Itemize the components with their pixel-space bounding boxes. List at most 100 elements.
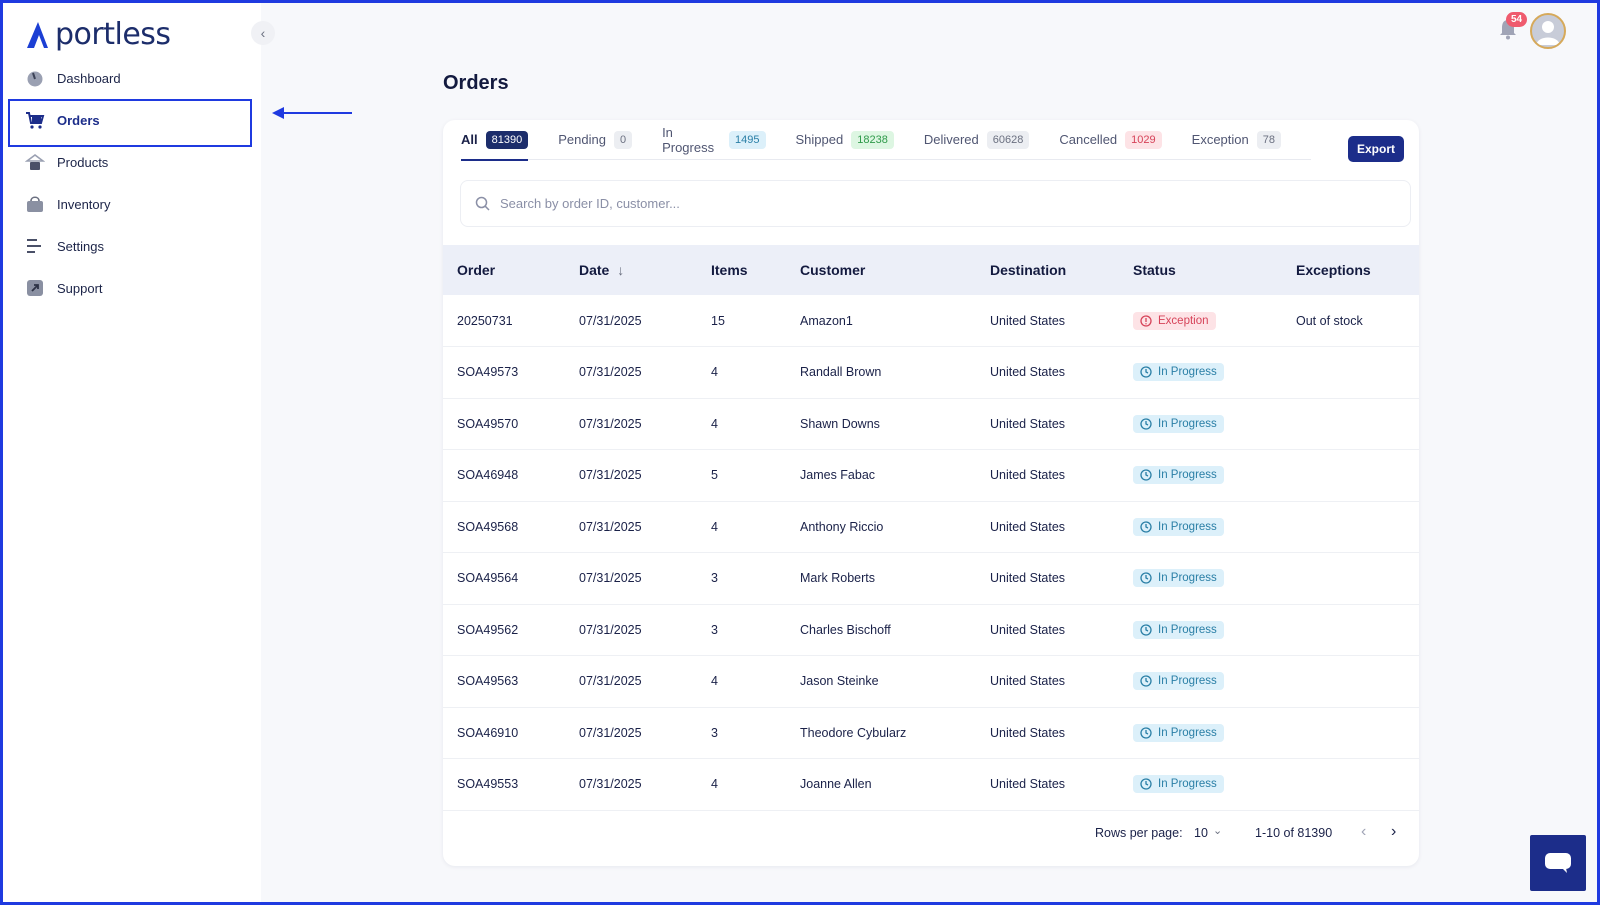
sidebar-item-settings[interactable]: Settings (3, 225, 261, 267)
status-label: Exception (1158, 314, 1209, 327)
status-label: In Progress (1158, 469, 1217, 482)
destination-cell: United States (990, 777, 1066, 792)
status-badge: In Progress (1133, 775, 1224, 794)
sidebar-item-label: Support (57, 280, 103, 296)
order-id-cell[interactable]: SOA49573 (457, 365, 519, 380)
column-header-date[interactable]: Date ↓ (565, 245, 697, 295)
user-avatar[interactable] (1530, 13, 1566, 49)
table-row[interactable]: SOA49570 07/31/2025 4 Shawn Downs United Sta… (443, 398, 1419, 450)
sidebar-item-products[interactable]: Products (3, 141, 261, 183)
tab-cancelled[interactable]: Cancelled 1029 (1059, 120, 1162, 160)
status-badge: In Progress (1133, 517, 1224, 536)
status-cell: In Progress (1119, 501, 1282, 553)
export-button[interactable]: Export (1348, 136, 1404, 162)
order-id-cell[interactable]: SOA46948 (457, 468, 519, 483)
chevron-left-icon: ‹ (260, 25, 266, 41)
sidebar-nav: Dashboard Orders Products Inventory Sett… (3, 57, 261, 309)
column-header-status[interactable]: Status (1133, 262, 1176, 278)
items-cell: 4 (711, 519, 718, 534)
next-page-icon[interactable]: › (1391, 823, 1397, 840)
order-id-cell[interactable]: 20250731 (457, 313, 513, 328)
order-id-cell[interactable]: SOA49570 (457, 416, 519, 431)
tab-count: 0 (613, 130, 633, 149)
tab-label: Shipped (795, 132, 844, 147)
sidebar-item-dashboard[interactable]: Dashboard (3, 57, 261, 99)
sidebar-item-support[interactable]: Support (3, 267, 261, 309)
tab-shipped[interactable]: Shipped 18238 (796, 120, 894, 160)
order-id-cell[interactable]: SOA49553 (457, 777, 519, 792)
customer-cell: Anthony Riccio (800, 519, 884, 534)
clock-icon (1140, 624, 1158, 636)
column-header-customer[interactable]: Customer (800, 262, 866, 278)
logo[interactable]: portless (25, 17, 171, 52)
tab-in-progress[interactable]: In Progress 1495 (662, 120, 766, 160)
tab-delivered[interactable]: Delivered 60628 (924, 120, 1030, 160)
status-badge: In Progress (1133, 466, 1224, 485)
date-cell: 07/31/2025 (579, 674, 642, 689)
clock-icon (1140, 469, 1158, 481)
previous-page-icon[interactable]: ‹ (1361, 823, 1367, 840)
tab-pending[interactable]: Pending 0 (558, 120, 633, 160)
status-badge: Exception (1133, 311, 1216, 330)
status-badge: In Progress (1133, 672, 1224, 691)
table-row[interactable]: SOA49573 07/31/2025 4 Randall Brown United S… (443, 347, 1419, 399)
status-badge: In Progress (1133, 723, 1224, 742)
page-title: Orders (443, 72, 509, 94)
tab-exception[interactable]: Exception 78 (1192, 120, 1281, 160)
date-cell: 07/31/2025 (579, 365, 642, 380)
order-id-cell[interactable]: SOA46910 (457, 725, 519, 740)
sidebar-item-orders[interactable]: Orders (3, 99, 261, 147)
exceptions-cell (1282, 604, 1419, 656)
tab-count: 18238 (851, 130, 894, 149)
items-cell: 4 (711, 416, 718, 431)
tab-all[interactable]: All 81390 (461, 120, 529, 161)
tab-count: 60628 (986, 130, 1030, 149)
date-cell: 07/31/2025 (579, 416, 642, 431)
table-row[interactable]: SOA49563 07/31/2025 4 Jason Steinke United S… (443, 656, 1419, 707)
destination-cell: United States (990, 313, 1066, 328)
customer-cell: James Fabac (800, 468, 876, 483)
tab-count: 81390 (485, 130, 529, 149)
order-id-cell[interactable]: SOA49568 (457, 519, 519, 534)
table-row[interactable]: 20250731 07/31/2025 15 Amazon1 United States… (443, 295, 1419, 347)
table-row[interactable]: SOA49564 07/31/2025 3 Mark Roberts United St… (443, 553, 1419, 604)
table-row[interactable]: SOA49553 07/31/2025 4 Joanne Allen United St… (443, 759, 1419, 811)
table-row[interactable]: SOA49568 07/31/2025 4 Anthony Riccio United … (443, 501, 1419, 553)
destination-cell: United States (990, 468, 1066, 483)
column-header-items[interactable]: Items (711, 262, 748, 278)
table-row[interactable]: SOA49562 07/31/2025 3 Charles Bischoff Unite… (443, 604, 1419, 656)
status-cell: In Progress (1119, 759, 1282, 811)
cart-icon (25, 110, 45, 130)
column-header-destination[interactable]: Destination (990, 262, 1067, 278)
brand-name: portless (55, 17, 171, 52)
destination-cell: United States (990, 519, 1066, 534)
tab-label: Pending (558, 132, 606, 147)
search-input[interactable] (500, 196, 1300, 211)
chat-widget-button[interactable] (1530, 835, 1586, 891)
collapse-sidebar-button[interactable]: ‹ (251, 21, 275, 45)
clock-icon (1140, 366, 1158, 378)
table-row[interactable]: SOA46948 07/31/2025 5 James Fabac United Sta… (443, 450, 1419, 501)
chevron-down-icon[interactable]: ⌄ (1213, 825, 1223, 837)
status-label: In Progress (1158, 726, 1217, 739)
exceptions-cell (1282, 398, 1419, 450)
sidebar: portless ‹ Dashboard Orders Products (3, 3, 275, 902)
table-row[interactable]: SOA46910 07/31/2025 3 Theodore Cybularz Unit… (443, 707, 1419, 759)
order-id-cell[interactable]: SOA49563 (457, 674, 519, 689)
sidebar-item-inventory[interactable]: Inventory (3, 183, 261, 225)
order-id-cell[interactable]: SOA49564 (457, 571, 519, 586)
destination-cell: United States (990, 622, 1066, 637)
status-badge: In Progress (1133, 620, 1224, 639)
date-cell: 07/31/2025 (579, 519, 642, 534)
destination-cell: United States (990, 416, 1066, 431)
order-id-cell[interactable]: SOA49562 (457, 622, 519, 637)
table-header-row: Order Date ↓ Items Customer Destination … (443, 245, 1419, 295)
status-cell: In Progress (1119, 347, 1282, 399)
column-header-exceptions[interactable]: Exceptions (1296, 262, 1371, 278)
annotation-arrow-icon (272, 107, 352, 119)
rows-per-page-select[interactable]: 10 (1194, 826, 1208, 840)
tab-count: 1029 (1125, 130, 1162, 149)
column-header-order[interactable]: Order (457, 262, 496, 278)
sliders-icon (25, 236, 45, 256)
pagination-range: 1-10 of 81390 (1255, 826, 1333, 840)
